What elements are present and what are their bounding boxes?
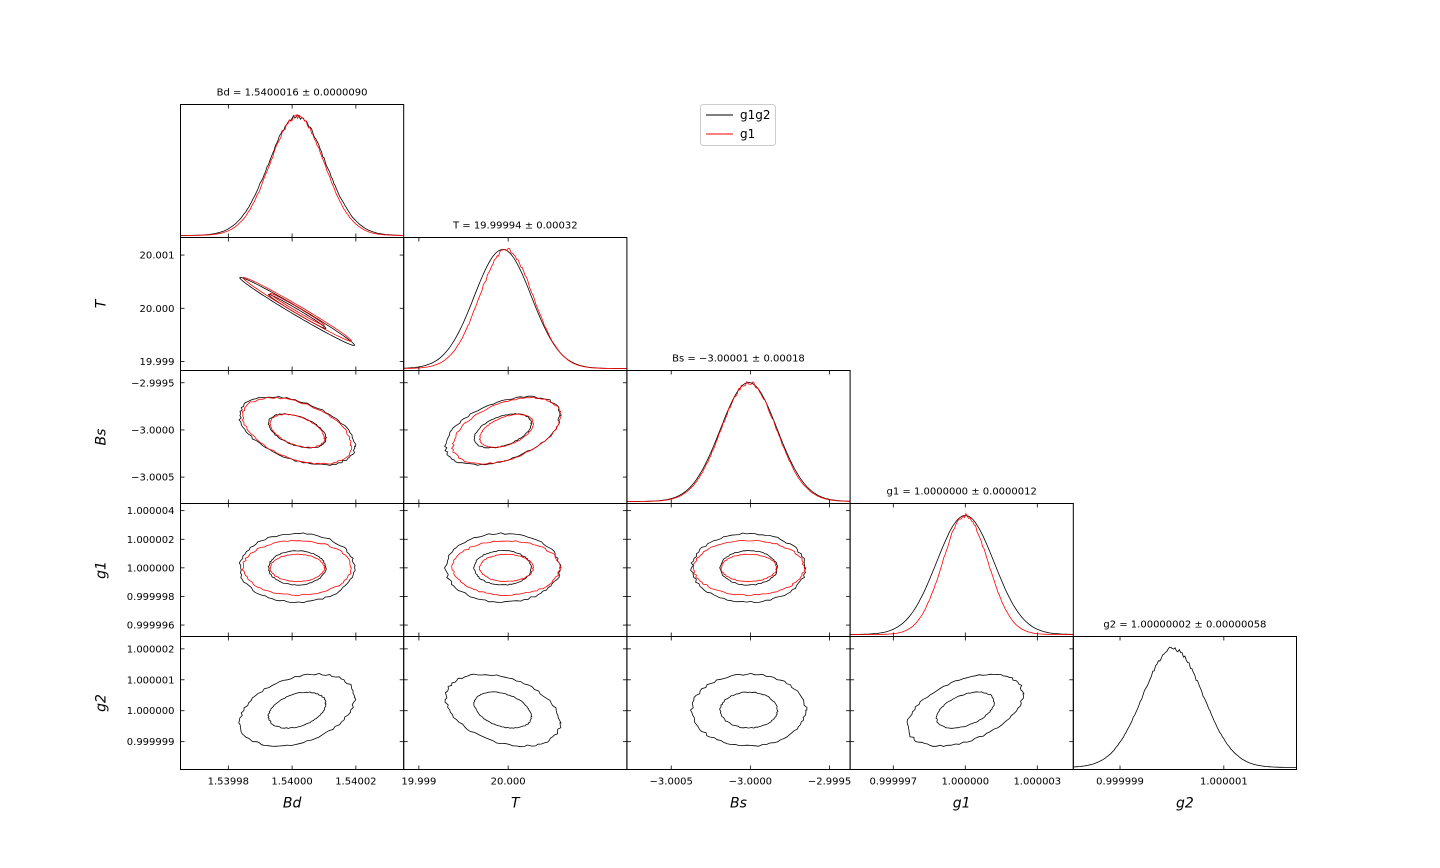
panel-title-g1: g1 = 1.0000000 ± 0.0000012 [887, 487, 1037, 498]
y-tick-label: 1.000002 [127, 644, 175, 655]
contour-g1g2-g1-T-1sigma [473, 549, 532, 586]
panel-frame-g2-Bd [180, 636, 405, 770]
marginal-curve-g1g2-g2 [1073, 646, 1297, 768]
contour-g1g2-g2-Bs-2sigma [689, 672, 808, 747]
contour-g1-g1-Bs-2sigma [692, 540, 806, 597]
contour-g1-Bs-T-2sigma [451, 396, 562, 465]
y-tick-label: 1.000000 [127, 706, 175, 717]
x-axis-label-g2: g2 [1176, 796, 1194, 812]
contour-g1-g1-T-2sigma [451, 540, 562, 597]
contour-g1-Bs-Bd-1sigma [269, 413, 326, 449]
x-axis-label-Bd: Bd [283, 796, 302, 812]
panel-title-T: T = 19.99994 ± 0.00032 [452, 221, 578, 232]
x-tick-label: −3.0000 [729, 777, 772, 788]
contour-g1g2-g1-Bd-1sigma [267, 550, 327, 586]
y-tick-label: −2.9995 [131, 378, 174, 389]
panel-frame-Bs-T [403, 370, 628, 504]
x-tick-label: 1.54000 [271, 777, 312, 788]
marginal-curve-g1-T [403, 247, 627, 369]
contour-g1-g1-T-1sigma [478, 553, 535, 582]
x-tick-label: 1.000003 [1013, 777, 1061, 788]
contour-g1-g1-Bs-1sigma [720, 553, 778, 582]
panel-frame-g1-g1 [849, 503, 1074, 637]
marginal-curve-g1g2-Bd [180, 114, 404, 236]
panel-title-Bd: Bd = 1.5400016 ± 0.0000090 [217, 88, 368, 99]
y-axis-label-Bs: Bs [94, 429, 110, 446]
contour-g1-T-Bd-1sigma [269, 293, 325, 326]
y-tick-label: 1.000002 [127, 535, 175, 546]
contour-g1g2-Bs-T-2sigma [444, 395, 562, 466]
y-tick-label: 0.999996 [127, 621, 175, 632]
contour-g1g2-Bs-T-1sigma [473, 413, 533, 449]
contour-g1g2-g1-Bs-2sigma [690, 532, 807, 604]
x-tick-label: −2.9995 [808, 777, 851, 788]
y-axis-label-g1: g1 [94, 561, 110, 579]
contour-g1-g1-Bd-2sigma [241, 539, 352, 596]
x-axis-label-T: T [511, 796, 521, 812]
marginal-curve-g1-Bs [626, 380, 851, 502]
panel-frame-g1-Bs [626, 503, 851, 637]
legend: g1g2 g1 [700, 104, 776, 146]
x-tick-label: −3.0005 [650, 777, 693, 788]
panel-title-g2: g2 = 1.00000002 ± 0.00000058 [1103, 620, 1266, 631]
legend-label-g1: g1 [740, 127, 755, 141]
contour-g1g2-g2-Bd-2sigma [238, 672, 357, 747]
y-tick-label: 20.000 [140, 304, 175, 315]
x-tick-label: 1.53998 [208, 777, 249, 788]
contour-g1g2-g2-g1-2sigma [906, 673, 1025, 747]
marginal-curve-g1g2-Bs [626, 382, 851, 502]
panel-frame-g2-g2 [1072, 636, 1298, 770]
contour-g1-g1-Bd-1sigma [269, 553, 326, 583]
contour-g1g2-g2-T-1sigma [473, 691, 533, 729]
panel-frame-g1-Bd [180, 503, 405, 637]
x-tick-label: 0.999999 [1096, 777, 1144, 788]
y-tick-label: 0.999999 [127, 737, 175, 748]
contour-g1g2-Bs-Bd-1sigma [267, 413, 327, 449]
contour-g1g2-g1-Bs-1sigma [719, 549, 779, 586]
legend-label-g1g2: g1g2 [740, 108, 771, 122]
marginal-curve-g1g2-g1 [850, 515, 1074, 635]
y-tick-label: 1.000004 [127, 506, 175, 517]
contour-g1-Bs-T-1sigma [478, 413, 535, 448]
contour-g1g2-Bs-Bd-2sigma [238, 396, 357, 466]
contour-g1-T-Bd-2sigma [242, 276, 352, 342]
panel-frame-Bd-Bd [180, 104, 405, 238]
y-tick-label: −3.0000 [131, 425, 174, 436]
x-tick-label: 1.000000 [941, 777, 989, 788]
y-tick-label: 20.001 [140, 251, 175, 262]
panel-title-Bs: Bs = −3.00001 ± 0.00018 [672, 354, 805, 365]
contour-g1g2-g2-Bd-1sigma [267, 691, 327, 729]
y-tick-label: 19.999 [140, 357, 175, 368]
y-tick-label: 1.000000 [127, 563, 175, 574]
contour-g1g2-g2-Bs-1sigma [719, 691, 779, 729]
panel-frame-g1-T [403, 503, 628, 637]
marginal-curve-g1g2-T [403, 249, 627, 369]
x-axis-label-g1: g1 [953, 796, 971, 812]
contour-g1g2-g2-g1-1sigma [935, 691, 995, 729]
x-tick-label: 20.000 [491, 777, 526, 788]
contour-g1g2-g2-T-2sigma [444, 673, 562, 748]
x-axis-label-Bs: Bs [730, 796, 747, 812]
contour-g1g2-g1-T-2sigma [444, 532, 562, 603]
y-tick-label: 1.000001 [127, 675, 175, 686]
x-tick-label: 0.999997 [869, 777, 917, 788]
panel-frame-g2-g1 [849, 636, 1074, 770]
panel-frame-g2-Bs [626, 636, 851, 770]
x-tick-label: 1.000001 [1200, 777, 1248, 788]
y-tick-label: −3.0005 [131, 473, 174, 484]
marginal-curve-g1-Bd [180, 114, 404, 236]
contour-g1-Bs-Bd-2sigma [241, 396, 353, 465]
y-tick-label: 0.999998 [127, 592, 175, 603]
panel-frame-g2-T [403, 636, 628, 770]
contour-g1g2-T-Bd-2sigma [239, 276, 356, 346]
panel-frame-Bs-Bd [180, 370, 405, 504]
y-axis-label-T: T [94, 298, 110, 308]
marginal-curve-g1-g1 [850, 512, 1074, 635]
contour-g1g2-g1-Bd-2sigma [238, 532, 356, 604]
y-axis-label-g2: g2 [94, 694, 110, 712]
x-tick-label: 19.999 [401, 777, 436, 788]
x-tick-label: 1.54002 [335, 777, 376, 788]
